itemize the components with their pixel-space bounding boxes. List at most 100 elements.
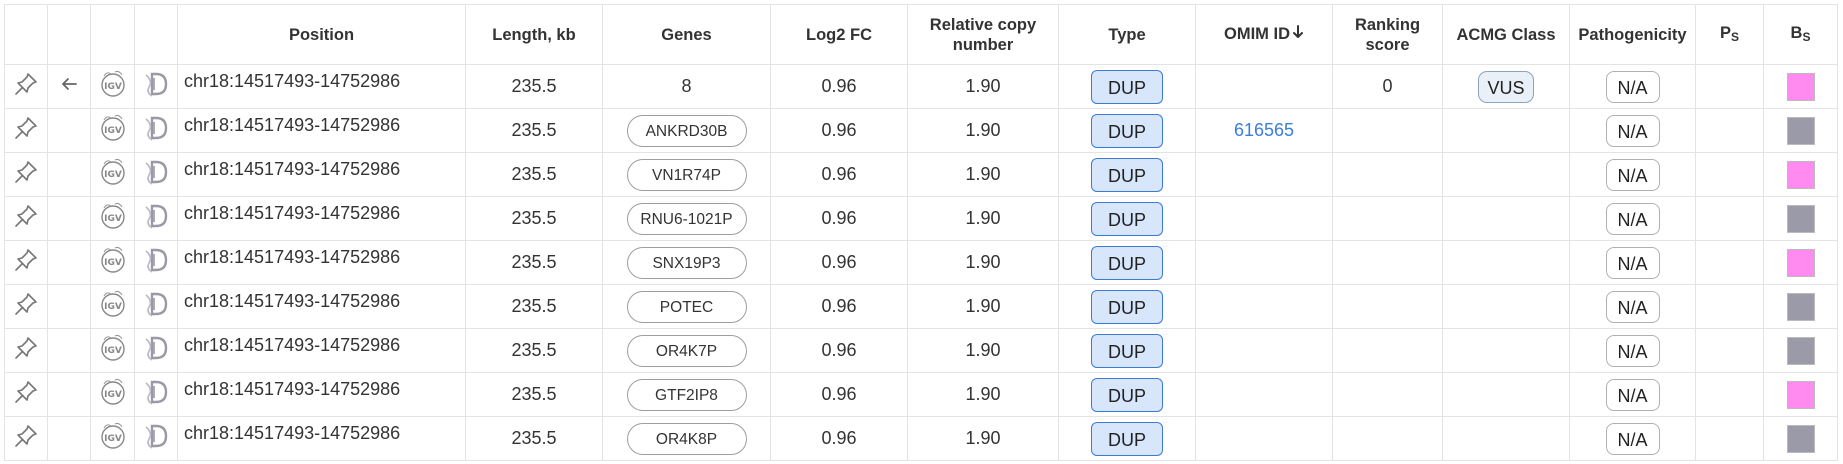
acmg-badge[interactable]: VUS — [1478, 70, 1534, 103]
log2fc-cell: 0.96 — [770, 284, 908, 329]
header-acmg[interactable]: ACMG Class — [1442, 4, 1570, 65]
header-genes[interactable]: Genes — [602, 4, 771, 65]
igv-icon[interactable]: IGV — [98, 245, 128, 280]
decipher-icon[interactable] — [141, 113, 171, 148]
decipher-icon[interactable] — [141, 289, 171, 324]
pin-icon[interactable] — [13, 115, 39, 146]
omim-link[interactable]: 616565 — [1233, 120, 1295, 140]
sort-down-arrow-icon[interactable] — [1292, 24, 1304, 45]
pathogenicity-badge[interactable]: N/A — [1605, 290, 1660, 323]
decipher-icon[interactable] — [141, 377, 171, 412]
pin-icon[interactable] — [13, 159, 39, 190]
pin-icon[interactable] — [13, 423, 39, 454]
pin-icon[interactable] — [13, 335, 39, 366]
pathogenicity-badge[interactable]: N/A — [1605, 202, 1660, 235]
header-pathogenicity[interactable]: Pathogenicity — [1569, 4, 1696, 65]
header-log2fc[interactable]: Log2 FC — [770, 4, 908, 65]
position-cell: chr18:14517493-14752986 — [177, 416, 466, 461]
pin-icon[interactable] — [13, 71, 39, 102]
arrow-left-icon[interactable] — [59, 74, 79, 99]
decipher-cell — [134, 64, 178, 109]
table-row[interactable]: IGV chr18:14517493-14752986 235.5 POTEC … — [4, 284, 1838, 329]
pathogenicity-badge[interactable]: N/A — [1605, 378, 1660, 411]
table-row[interactable]: IGV chr18:14517493-14752986 235.5 OR4K7P… — [4, 328, 1838, 373]
gene-badge[interactable]: OR4K7P — [626, 334, 747, 367]
igv-icon[interactable]: IGV — [98, 377, 128, 412]
header-omim[interactable]: OMIM ID — [1195, 4, 1333, 65]
pin-icon[interactable] — [13, 203, 39, 234]
decipher-icon[interactable] — [141, 69, 171, 104]
bs-color-swatch[interactable] — [1786, 292, 1815, 321]
table-row[interactable]: IGV chr18:14517493-14752986 235.5 OR4K8P… — [4, 416, 1838, 461]
igv-icon[interactable]: IGV — [98, 421, 128, 456]
decipher-cell — [134, 108, 178, 153]
bs-color-swatch[interactable] — [1786, 72, 1815, 101]
log2fc-cell: 0.96 — [770, 196, 908, 241]
decipher-icon[interactable] — [141, 333, 171, 368]
gene-count-text: 8 — [681, 76, 692, 96]
gene-badge[interactable]: RNU6-1021P — [626, 202, 747, 235]
pathogenicity-badge[interactable]: N/A — [1605, 334, 1660, 367]
table-row[interactable]: IGV chr18:14517493-14752986 235.5 RNU6-1… — [4, 196, 1838, 241]
bs-color-swatch[interactable] — [1786, 380, 1815, 409]
omim-cell — [1195, 416, 1333, 461]
header-ranking[interactable]: Ranking score — [1332, 4, 1443, 65]
bs-color-swatch[interactable] — [1786, 336, 1815, 365]
log2fc-cell: 0.96 — [770, 152, 908, 197]
gene-badge[interactable]: ANKRD30B — [626, 114, 747, 147]
header-relative-copy[interactable]: Relative copy number — [907, 4, 1059, 65]
log2fc-cell: 0.96 — [770, 416, 908, 461]
ps-cell — [1695, 64, 1764, 109]
igv-icon[interactable]: IGV — [98, 201, 128, 236]
pathogenicity-badge[interactable]: N/A — [1605, 422, 1660, 455]
igv-icon[interactable]: IGV — [98, 289, 128, 324]
genes-cell: RNU6-1021P — [602, 196, 771, 241]
bs-color-swatch[interactable] — [1786, 424, 1815, 453]
bs-color-swatch[interactable] — [1786, 204, 1815, 233]
igv-icon[interactable]: IGV — [98, 333, 128, 368]
pin-cell — [4, 108, 48, 153]
header-position[interactable]: Position — [177, 4, 466, 65]
bs-color-swatch[interactable] — [1786, 116, 1815, 145]
gene-badge[interactable]: SNX19P3 — [626, 246, 747, 279]
gene-badge[interactable]: VN1R74P — [626, 158, 747, 191]
omim-cell — [1195, 152, 1333, 197]
igv-icon[interactable]: IGV — [98, 157, 128, 192]
decipher-icon[interactable] — [141, 157, 171, 192]
header-bs[interactable]: BS — [1763, 4, 1838, 65]
pathogenicity-badge[interactable]: N/A — [1605, 114, 1660, 147]
bs-color-swatch[interactable] — [1786, 160, 1815, 189]
acmg-cell — [1442, 284, 1570, 329]
table-row[interactable]: IGV chr18:14517493-14752986 235.5 VN1R74… — [4, 152, 1838, 197]
table-row[interactable]: IGV chr18:14517493-14752986 235.5 GTF2IP… — [4, 372, 1838, 417]
relative-copy-cell: 1.90 — [907, 416, 1059, 461]
header-type[interactable]: Type — [1058, 4, 1196, 65]
bs-color-swatch[interactable] — [1786, 248, 1815, 277]
header-length-label: Length, kb — [492, 25, 576, 44]
gene-badge[interactable]: OR4K8P — [626, 422, 747, 455]
pin-icon[interactable] — [13, 247, 39, 278]
igv-icon[interactable]: IGV — [98, 69, 128, 104]
omim-cell — [1195, 284, 1333, 329]
relative-copy-text: 1.90 — [965, 76, 1001, 96]
header-ps[interactable]: PS — [1695, 4, 1764, 65]
table-row[interactable]: IGV chr18:14517493-14752986 235.5 SNX19P… — [4, 240, 1838, 285]
gene-badge[interactable]: GTF2IP8 — [626, 378, 747, 411]
bs-cell — [1763, 284, 1838, 329]
pathogenicity-badge[interactable]: N/A — [1605, 70, 1660, 103]
pin-icon[interactable] — [13, 379, 39, 410]
table-row[interactable]: IGV chr18:14517493-14752986 235.5 8 0.96… — [4, 64, 1838, 109]
omim-cell — [1195, 328, 1333, 373]
relative-copy-text: 1.90 — [965, 296, 1001, 316]
gene-badge[interactable]: POTEC — [626, 290, 747, 323]
length-text: 235.5 — [511, 252, 557, 272]
pathogenicity-badge[interactable]: N/A — [1605, 158, 1660, 191]
pathogenicity-badge[interactable]: N/A — [1605, 246, 1660, 279]
table-row[interactable]: IGV chr18:14517493-14752986 235.5 ANKRD3… — [4, 108, 1838, 153]
decipher-icon[interactable] — [141, 245, 171, 280]
igv-icon[interactable]: IGV — [98, 113, 128, 148]
decipher-icon[interactable] — [141, 421, 171, 456]
decipher-icon[interactable] — [141, 201, 171, 236]
pin-icon[interactable] — [13, 291, 39, 322]
header-length[interactable]: Length, kb — [465, 4, 603, 65]
